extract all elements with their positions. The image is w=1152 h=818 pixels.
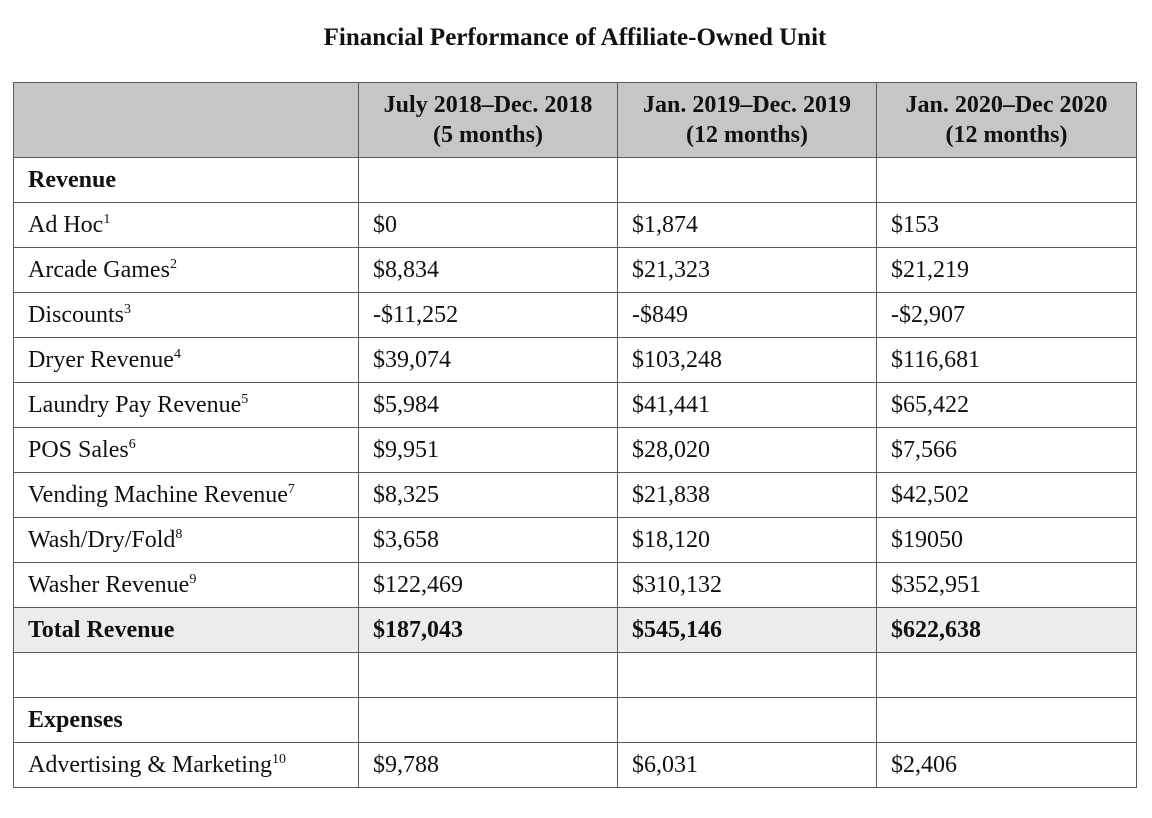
cell-2019: $545,146 (617, 607, 877, 653)
header-cell-2020: Jan. 2020–Dec 2020 (12 months) (876, 82, 1137, 158)
cell-2018: $5,984 (358, 382, 618, 428)
footnote-ref: 6 (128, 436, 136, 452)
cell-2020: $21,219 (876, 247, 1137, 293)
cell-2018: $187,043 (358, 607, 618, 653)
cell-2018: $9,788 (358, 742, 618, 788)
cell-2018: $3,658 (358, 517, 618, 563)
table-header-row: July 2018–Dec. 2018 (5 months) Jan. 2019… (13, 82, 1137, 158)
header-cell-2019: Jan. 2019–Dec. 2019 (12 months) (617, 82, 877, 158)
table-row: Arcade Games2 $8,834 $21,323 $21,219 (13, 247, 1137, 293)
cell-2020: $153 (876, 202, 1137, 248)
cell-2020: $622,638 (876, 607, 1137, 653)
cell-2018: $122,469 (358, 562, 618, 608)
cell-2018: $9,951 (358, 427, 618, 473)
footnote-ref: 1 (103, 211, 111, 227)
header-cell-2018: July 2018–Dec. 2018 (5 months) (358, 82, 618, 158)
section-row-revenue: Revenue (13, 157, 1137, 203)
cell-2020: $19050 (876, 517, 1137, 563)
table-row: Ad Hoc1 $0 $1,874 $153 (13, 202, 1137, 248)
cell-2020: $7,566 (876, 427, 1137, 473)
row-label: Arcade Games2 (13, 247, 359, 293)
table-row: Discounts3 -$11,252 -$849 -$2,907 (13, 292, 1137, 338)
header-cell-label (13, 82, 359, 158)
cell-2020: $352,951 (876, 562, 1137, 608)
cell-2018: $0 (358, 202, 618, 248)
cell-2020: -$2,907 (876, 292, 1137, 338)
document-title: Financial Performance of Affiliate-Owned… (323, 24, 827, 51)
cell-2018: $8,834 (358, 247, 618, 293)
table-row: Wash/Dry/Fold8 $3,658 $18,120 $19050 (13, 517, 1137, 563)
row-label: Vending Machine Revenue7 (13, 472, 359, 518)
row-label: Washer Revenue9 (13, 562, 359, 608)
total-revenue-row: Total Revenue $187,043 $545,146 $622,638 (13, 607, 1137, 653)
footnote-ref: 10 (271, 751, 286, 767)
cell-2019: $21,323 (617, 247, 877, 293)
row-label: Ad Hoc1 (13, 202, 359, 248)
cell-2020: $65,422 (876, 382, 1137, 428)
row-label: Total Revenue (13, 607, 359, 653)
table-row: Laundry Pay Revenue5 $5,984 $41,441 $65,… (13, 382, 1137, 428)
cell-2019: $1,874 (617, 202, 877, 248)
cell-2019: $41,441 (617, 382, 877, 428)
table-row: POS Sales6 $9,951 $28,020 $7,566 (13, 427, 1137, 473)
section-label: Expenses (13, 697, 359, 743)
cell-2018: $8,325 (358, 472, 618, 518)
table-row: Advertising & Marketing10 $9,788 $6,031 … (13, 742, 1137, 788)
cell-2018: $39,074 (358, 337, 618, 383)
footnote-ref: 9 (189, 571, 197, 587)
footnote-ref: 8 (175, 526, 183, 542)
row-label: Wash/Dry/Fold8 (13, 517, 359, 563)
cell-2019: $6,031 (617, 742, 877, 788)
footnote-ref: 2 (169, 256, 177, 272)
row-label: Discounts3 (13, 292, 359, 338)
section-label: Revenue (13, 157, 359, 203)
section-row-expenses: Expenses (13, 697, 1137, 743)
table-row: Dryer Revenue4 $39,074 $103,248 $116,681 (13, 337, 1137, 383)
footnote-ref: 4 (173, 346, 181, 362)
financial-table: July 2018–Dec. 2018 (5 months) Jan. 2019… (13, 82, 1137, 788)
footnote-ref: 5 (241, 391, 249, 407)
cell-2019: $310,132 (617, 562, 877, 608)
cell-2019: $103,248 (617, 337, 877, 383)
table-row: Washer Revenue9 $122,469 $310,132 $352,9… (13, 562, 1137, 608)
footnote-ref: 7 (287, 481, 295, 497)
cell-2018: -$11,252 (358, 292, 618, 338)
cell-2019: -$849 (617, 292, 877, 338)
row-label: Dryer Revenue4 (13, 337, 359, 383)
cell-2019: $21,838 (617, 472, 877, 518)
row-label: Laundry Pay Revenue5 (13, 382, 359, 428)
row-label: POS Sales6 (13, 427, 359, 473)
footnote-ref: 3 (124, 301, 131, 317)
cell-2019: $18,120 (617, 517, 877, 563)
cell-2020: $42,502 (876, 472, 1137, 518)
blank-row (13, 652, 1137, 698)
cell-2019: $28,020 (617, 427, 877, 473)
cell-2020: $2,406 (876, 742, 1137, 788)
cell-2020: $116,681 (876, 337, 1137, 383)
row-label: Advertising & Marketing10 (13, 742, 359, 788)
table-row: Vending Machine Revenue7 $8,325 $21,838 … (13, 472, 1137, 518)
